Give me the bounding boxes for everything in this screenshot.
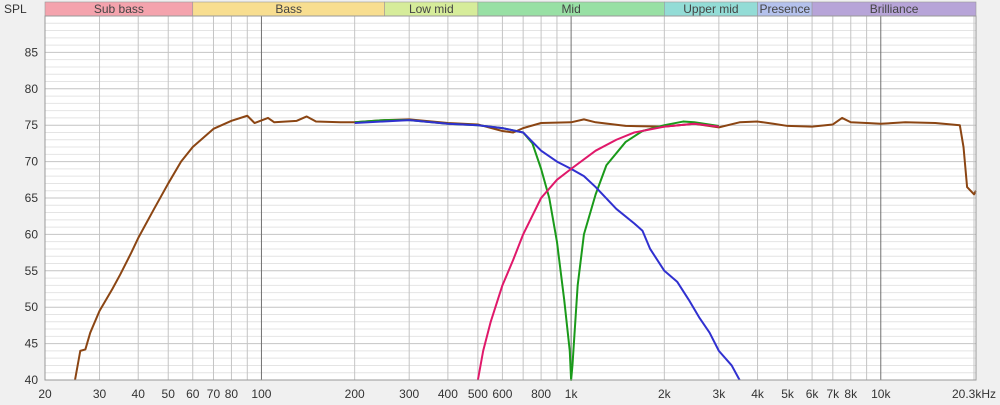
x-tick-label: 20: [38, 387, 52, 401]
y-tick-label: 70: [25, 155, 39, 169]
x-tick-label: 600: [492, 387, 512, 401]
series-lines: [74, 114, 977, 381]
x-tick-label: 200: [345, 387, 365, 401]
x-tick-label: 80: [225, 387, 239, 401]
x-tick-label: 40: [132, 387, 146, 401]
x-tick-label: 60: [186, 387, 200, 401]
x-tick-label: 500: [468, 387, 488, 401]
x-tick-label: 400: [438, 387, 458, 401]
x-tick-label: 4k: [751, 387, 765, 401]
x-tick-label: 50: [162, 387, 176, 401]
band-label: Brilliance: [870, 2, 919, 16]
x-tick-label: 5k: [781, 387, 795, 401]
x-tick-label: 10k: [871, 387, 891, 401]
band-label: Sub bass: [94, 2, 144, 16]
x-tick-labels: 20 30 40 50 60 70 80 100 200 300 400 500 600 800 1k 2k 3…: [38, 387, 996, 401]
x-tick-label: 20.3kHz: [952, 387, 996, 401]
y-tick-label: 80: [25, 82, 39, 96]
y-tick-label: 75: [25, 118, 39, 132]
band-label: Bass: [275, 2, 302, 16]
y-tick-label: 45: [25, 337, 39, 351]
x-tick-label: 3k: [713, 387, 727, 401]
x-tick-label: 100: [251, 387, 271, 401]
x-tick-label: 300: [399, 387, 419, 401]
y-tick-label: 40: [25, 373, 39, 387]
y-tick-labels: 40 45 50 55 60 65 70 75 80 85: [25, 45, 39, 387]
x-tick-label: 7k: [826, 387, 840, 401]
x-tick-label: 8k: [844, 387, 858, 401]
series-line-3: [354, 119, 741, 381]
band-label: Presence: [759, 2, 810, 16]
frequency-bands: Sub bass Bass Low mid Mid Upper mid Presence B…: [44, 1, 977, 17]
x-tick-label: 800: [531, 387, 551, 401]
x-tick-label: 70: [207, 387, 221, 401]
x-tick-label: 6k: [806, 387, 820, 401]
y-axis-label: SPL: [4, 2, 27, 16]
x-tick-label: 2k: [658, 387, 672, 401]
band-label: Upper mid: [683, 2, 738, 16]
x-tick-label: 30: [93, 387, 107, 401]
series-line-4: [476, 122, 719, 381]
plot-border: [44, 15, 977, 381]
band-label: Mid: [561, 2, 580, 16]
y-tick-label: 85: [25, 45, 39, 59]
y-tick-label: 60: [25, 227, 39, 241]
x-tick-label: 1k: [565, 387, 579, 401]
y-tick-label: 65: [25, 191, 39, 205]
y-tick-label: 55: [25, 264, 39, 278]
band-label: Low mid: [409, 2, 454, 16]
y-tick-label: 50: [25, 300, 39, 314]
series-line-1: [74, 114, 977, 381]
